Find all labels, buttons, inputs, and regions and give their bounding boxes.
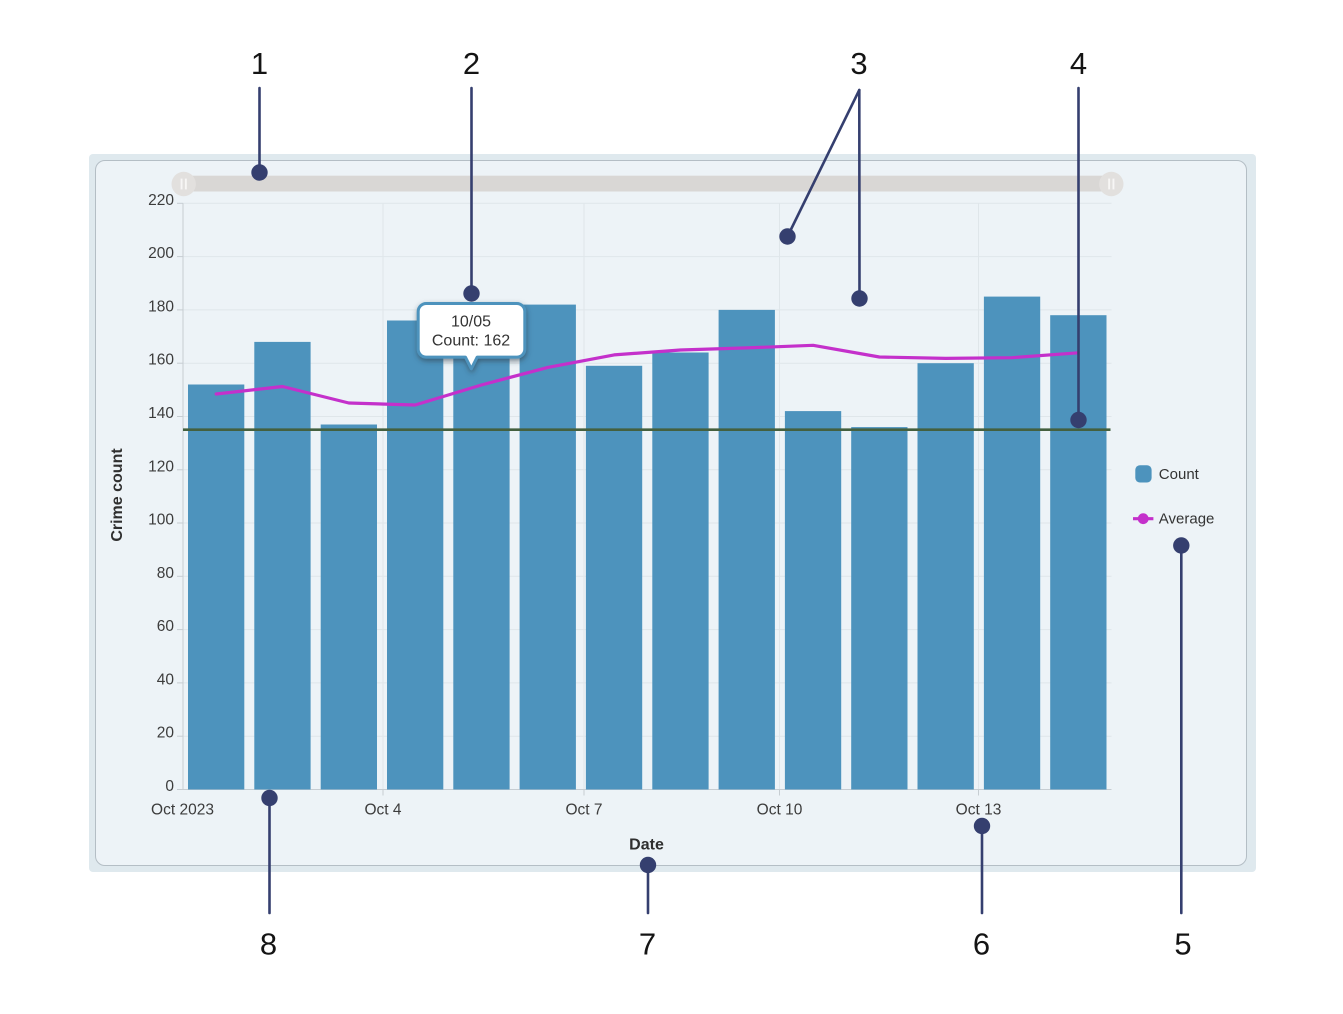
svg-text:8: 8 [260, 927, 277, 962]
svg-text:120: 120 [148, 458, 174, 475]
svg-text:Oct 10: Oct 10 [757, 802, 803, 819]
svg-text:Oct 13: Oct 13 [956, 802, 1002, 819]
svg-text:7: 7 [639, 927, 656, 962]
svg-text:6: 6 [973, 927, 990, 962]
svg-text:100: 100 [148, 512, 174, 529]
svg-text:Oct 7: Oct 7 [565, 802, 602, 819]
svg-text:80: 80 [157, 565, 175, 582]
svg-text:Count: 162: Count: 162 [432, 333, 510, 350]
svg-text:Date: Date [629, 837, 664, 854]
svg-text:160: 160 [148, 352, 174, 369]
svg-text:Count: Count [1159, 466, 1200, 483]
svg-text:Average: Average [1159, 511, 1215, 528]
svg-text:180: 180 [148, 298, 174, 315]
svg-text:0: 0 [165, 778, 174, 795]
svg-text:40: 40 [157, 671, 175, 688]
svg-text:Crime count: Crime count [109, 448, 126, 542]
svg-text:20: 20 [157, 725, 175, 742]
svg-text:5: 5 [1174, 927, 1191, 962]
svg-text:Oct 2023: Oct 2023 [151, 802, 214, 819]
svg-text:2: 2 [463, 46, 480, 81]
svg-text:Oct 4: Oct 4 [364, 802, 401, 819]
svg-text:10/05: 10/05 [451, 314, 491, 331]
svg-text:140: 140 [148, 405, 174, 422]
svg-text:4: 4 [1070, 46, 1087, 81]
svg-text:3: 3 [850, 46, 867, 81]
svg-text:60: 60 [157, 618, 175, 635]
svg-text:1: 1 [251, 46, 268, 81]
svg-text:220: 220 [148, 192, 174, 209]
svg-text:200: 200 [148, 245, 174, 262]
